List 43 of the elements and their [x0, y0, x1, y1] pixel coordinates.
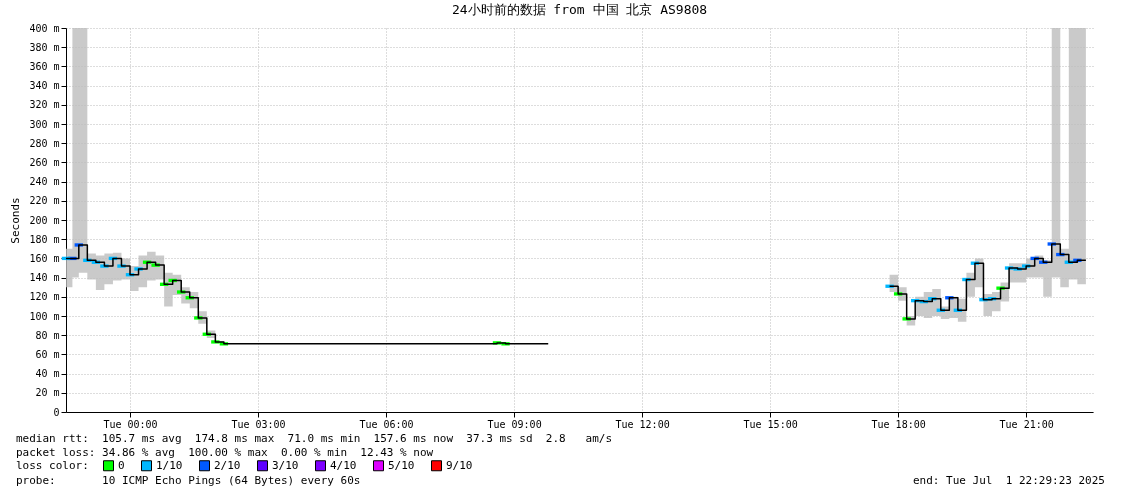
- text: probe: 10 ICMP Echo Pings (64 Bytes) every 60s: [16, 474, 361, 487]
- y-tick-label: 160 m: [29, 252, 60, 264]
- x-tick-label: Tue 12:00: [615, 418, 670, 430]
- text: end: Tue Jul 1 22:29:23 2025: [912, 474, 1105, 487]
- y-tick-label: 340 m: [29, 80, 60, 92]
- y-tick-label: 180 m: [29, 233, 60, 245]
- text: median rtt: 105.7 ms avg 174.8 ms max 71.0 ms min 157.6 ms now 37.3 ms sd 2.8 am/s: [16, 432, 613, 445]
- x-tick-label: Tue 06:00: [359, 418, 414, 430]
- x-tick-label: Tue 21:00: [999, 418, 1054, 430]
- y-axis-title: Seconds: [9, 197, 23, 244]
- y-tick-label: 400 m: [29, 22, 60, 34]
- legend-label: 9/10: [446, 458, 473, 472]
- y-tick-label: 120 m: [29, 291, 60, 303]
- y-tick-label: 100 m: [29, 310, 60, 322]
- y-tick-label: 360 m: [29, 60, 60, 72]
- y-tick-label: 300 m: [29, 118, 60, 130]
- chart-title: 24小时前的数据 from 中国 北京 AS9808: [451, 2, 708, 17]
- y-tick-label: 200 m: [29, 214, 60, 226]
- y-tick-label: 60 m: [35, 348, 60, 360]
- y-tick-label: 0: [53, 406, 60, 418]
- y-tick-label: 280 m: [29, 137, 60, 149]
- y-tick-label: 260 m: [29, 156, 60, 168]
- x-tick-label: Tue 03:00: [231, 418, 286, 430]
- y-tick-label: 220 m: [29, 195, 60, 207]
- y-tick-label: 140 m: [29, 272, 60, 284]
- x-tick-label: Tue 00:00: [103, 418, 158, 430]
- legend-title: loss color:: [16, 459, 89, 472]
- x-tick-label: Tue 15:00: [743, 418, 798, 430]
- y-tick-label: 240 m: [29, 176, 60, 188]
- y-tick-label: 380 m: [29, 41, 60, 53]
- x-tick-label: Tue 18:00: [871, 418, 926, 430]
- y-tick-label: 20 m: [35, 387, 60, 399]
- legend-label: 0: [118, 458, 125, 472]
- text: packet loss: 34.86 % avg 100.00 % max 0.00 % min 12.43 % now: [16, 446, 434, 459]
- y-tick-label: 40 m: [35, 368, 60, 380]
- x-tick-label: Tue 09:00: [487, 418, 542, 430]
- legend-label: 4/10: [330, 458, 357, 472]
- legend-label: 3/10: [272, 458, 299, 472]
- legend-label: 5/10: [388, 458, 415, 472]
- legend-label: 2/10: [214, 458, 241, 472]
- legend-label: 1/10: [156, 458, 183, 472]
- y-tick-label: 320 m: [29, 99, 60, 111]
- y-tick-label: 80 m: [35, 329, 60, 341]
